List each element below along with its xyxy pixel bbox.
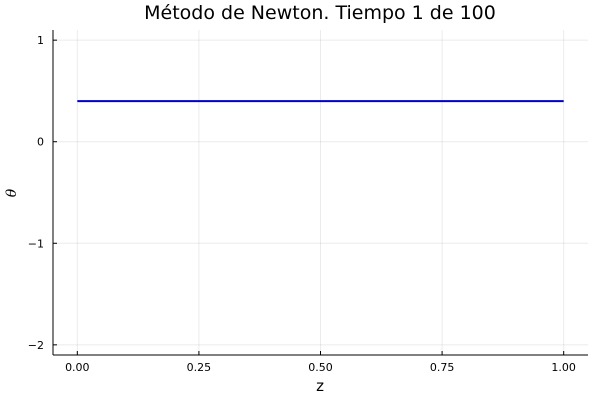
x-tick-label: 0.25 (187, 361, 212, 374)
x-axis-label: z (316, 377, 324, 395)
y-tick-label: 1 (37, 34, 44, 47)
x-tick-label: 0.00 (65, 361, 90, 374)
x-tick-label: 0.50 (308, 361, 333, 374)
y-axis-label: θ (4, 188, 20, 197)
y-tick-label: −2 (28, 339, 44, 352)
axes (52, 30, 588, 356)
x-tick-label: 0.75 (430, 361, 455, 374)
chart-title: Método de Newton. Tiempo 1 de 100 (144, 2, 496, 24)
y-tick-label: 0 (37, 136, 44, 149)
tick-labels: 0.00 0.25 0.50 0.75 1.00 1 0 −1 −2 (28, 34, 576, 374)
grid (53, 30, 588, 355)
y-tick-label: −1 (28, 237, 44, 250)
x-tick-label: 1.00 (551, 361, 576, 374)
